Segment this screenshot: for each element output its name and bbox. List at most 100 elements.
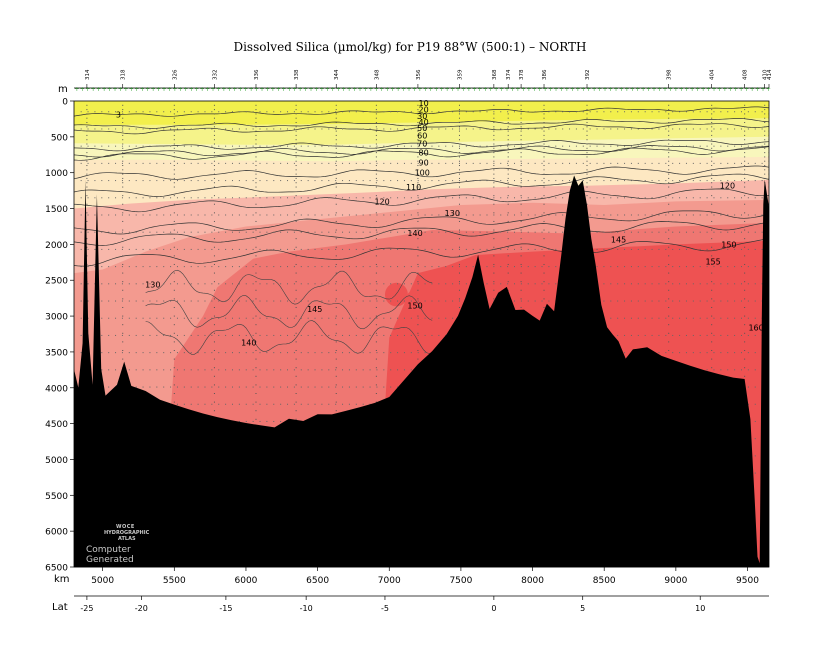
- sample-dot: [637, 317, 639, 319]
- sample-dot: [335, 393, 337, 395]
- station-mark: +: [510, 86, 515, 93]
- sample-dot: [417, 203, 419, 205]
- sample-dot: [458, 162, 460, 164]
- sample-dot: [335, 220, 337, 222]
- sample-dot: [142, 300, 144, 302]
- station-mark: +: [690, 86, 695, 93]
- sample-dot: [375, 315, 377, 317]
- sample-dot: [586, 130, 588, 132]
- sample-dot: [375, 401, 377, 403]
- sample-dot: [369, 386, 371, 388]
- sample-dot: [121, 300, 123, 302]
- sample-dot: [328, 162, 330, 164]
- sample-dot: [255, 130, 257, 132]
- sample-dot: [255, 117, 257, 119]
- sample-dot: [86, 220, 88, 222]
- sample-dot: [295, 139, 297, 141]
- sample-dot: [122, 203, 124, 205]
- sample-dot: [259, 145, 261, 147]
- sample-dot: [589, 145, 591, 147]
- sample-dot: [287, 145, 289, 147]
- contour-120: [74, 173, 769, 197]
- sample-dot: [458, 160, 460, 162]
- sample-dot: [213, 186, 215, 188]
- sample-dot: [543, 165, 545, 167]
- sample-dot: [245, 197, 247, 199]
- sample-dot: [321, 317, 323, 319]
- sample-dot: [747, 317, 749, 319]
- sample-dot: [362, 248, 364, 250]
- sample-dot: [458, 180, 460, 182]
- sample-dot: [383, 162, 385, 164]
- sample-dot: [397, 248, 399, 250]
- sample-dot: [541, 128, 543, 130]
- sample-dot: [122, 165, 124, 167]
- sample-dot: [403, 266, 405, 268]
- sample-dot: [173, 169, 175, 171]
- sample-dot: [314, 128, 316, 130]
- sample-dot: [555, 248, 557, 250]
- sample-dot: [255, 173, 257, 175]
- sample-dot: [204, 300, 206, 302]
- sample-dot: [720, 300, 722, 302]
- sample-dot: [321, 266, 323, 268]
- sample-dot: [541, 180, 543, 182]
- sample-dot: [335, 375, 337, 377]
- sample-dot: [548, 180, 550, 182]
- sample-dot: [569, 128, 571, 130]
- sample-dot: [295, 109, 297, 111]
- sample-dot: [252, 283, 254, 285]
- sample-dot: [295, 263, 297, 265]
- sample-dot: [348, 283, 350, 285]
- sample-dot: [744, 306, 746, 308]
- sample-dot: [452, 248, 454, 250]
- station-mark: +: [466, 86, 471, 93]
- sample-dot: [355, 128, 357, 130]
- sample-dot: [314, 334, 316, 336]
- sample-dot: [245, 283, 247, 285]
- sample-dot: [500, 248, 502, 250]
- sample-dot: [668, 186, 670, 188]
- sample-dot: [176, 145, 178, 147]
- sample-dot: [679, 334, 681, 336]
- sample-dot: [541, 111, 543, 113]
- sample-dot: [87, 214, 89, 216]
- sample-dot: [376, 197, 378, 199]
- sample-dot: [713, 111, 715, 113]
- sample-dot: [589, 162, 591, 164]
- station-mark: +: [85, 86, 90, 93]
- sample-dot: [410, 111, 412, 113]
- sample-dot: [355, 231, 357, 233]
- sample-dot: [569, 111, 571, 113]
- sample-dot: [500, 128, 502, 130]
- sample-dot: [335, 300, 337, 302]
- sample-dot: [266, 231, 268, 233]
- sample-dot: [122, 113, 124, 115]
- sample-dot: [156, 369, 158, 371]
- sample-dot: [335, 139, 337, 141]
- station-mark: +: [140, 86, 145, 93]
- sample-dot: [617, 283, 619, 285]
- station-mark: +: [755, 86, 760, 93]
- sample-dot: [624, 266, 626, 268]
- sample-dot: [204, 352, 206, 354]
- sample-dot: [624, 317, 626, 319]
- sample-dot: [711, 229, 713, 231]
- sample-dot: [740, 162, 742, 164]
- sample-dot: [80, 266, 82, 268]
- sample-dot: [87, 283, 89, 285]
- sample-dot: [255, 367, 257, 369]
- depth-unit: m: [58, 84, 68, 95]
- sample-dot: [86, 147, 88, 149]
- sample-dot: [507, 186, 509, 188]
- sample-dot: [672, 145, 674, 147]
- sample-dot: [204, 231, 206, 233]
- sample-dot: [335, 160, 337, 162]
- sample-dot: [754, 248, 756, 250]
- sample-dot: [225, 300, 227, 302]
- sample-dot: [713, 145, 715, 147]
- sample-dot: [295, 182, 297, 184]
- sample-dot: [176, 369, 178, 371]
- sample-dot: [679, 128, 681, 130]
- sample-dot: [754, 283, 756, 285]
